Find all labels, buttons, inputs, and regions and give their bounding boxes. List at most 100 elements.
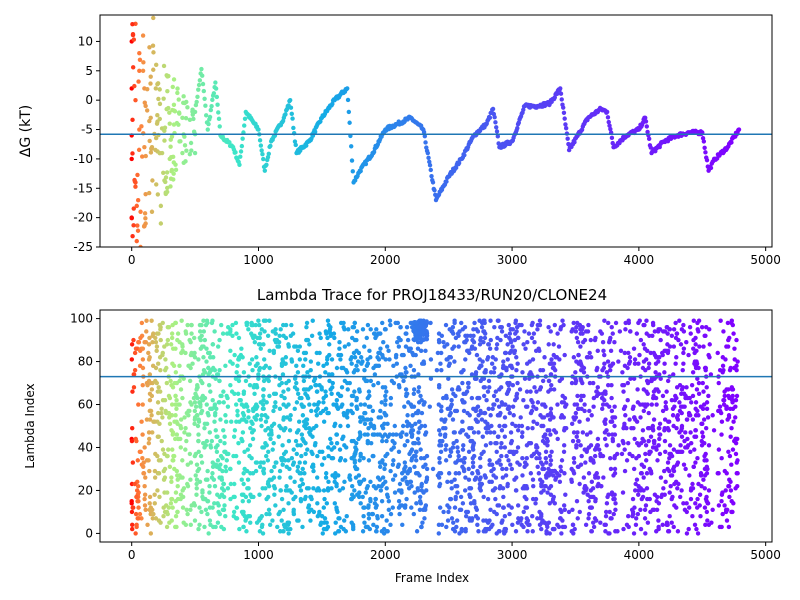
lambda-point [698,514,703,519]
lambda-point [173,320,178,326]
lambda-point [188,522,193,528]
lambda-point [694,526,699,532]
lambda-point [548,483,554,489]
lambda-point [620,370,625,375]
lambda-point [437,456,442,461]
lambda-point [223,413,228,418]
dg-point [135,228,141,233]
lambda-point [591,380,596,386]
lambda-point [137,511,143,517]
lambda-point [692,447,697,452]
lambda-point [185,483,191,489]
lambda-point [475,522,480,528]
lambda-point [160,320,165,326]
dg-point [213,86,219,91]
lambda-point [688,496,694,502]
lambda-point [339,365,344,371]
lambda-point [460,464,465,470]
lambda-point [406,486,412,491]
lambda-point [733,398,739,403]
lambda-point [150,340,155,345]
lambda-point [628,376,633,381]
lambda-point [535,516,540,521]
lambda-point [135,516,140,521]
lambda-point [496,318,501,323]
lambda-point [688,449,693,454]
dg-point [176,122,181,127]
lambda-point [155,488,160,493]
lambda-point [381,340,386,345]
lambda-point [310,462,316,467]
lambda-point [392,423,397,429]
lambda-point [287,417,293,422]
lambda-point [546,342,551,347]
lambda-point [152,492,157,497]
dg-point [238,154,243,159]
lambda-point [545,524,550,530]
lambda-point [441,509,446,515]
lambda-point [168,501,174,506]
lambda-point [354,406,360,412]
lambda-point [701,477,706,482]
lambda-point [452,430,457,435]
lambda-point [380,458,385,463]
lambda-point [526,331,532,336]
lambda-point [472,498,477,504]
lambda-point [239,477,244,482]
lambda-point [542,355,547,360]
lambda-point [157,355,163,360]
lambda-point [411,367,417,373]
lambda-point [449,486,454,491]
dg-point [171,122,177,127]
lambda-point [574,443,579,448]
lambda-point [149,413,154,418]
dg-point [444,179,449,184]
dg-point [142,223,147,228]
lambda-point [200,393,206,399]
lambda-point [519,516,524,521]
dg-point [173,167,179,173]
lambda-point [462,456,467,461]
lambda-point [249,357,255,362]
lambda-point [538,460,544,465]
lambda-point [498,445,504,450]
lambda-point [225,395,230,401]
dg-point [184,148,189,153]
lambda-point [358,432,363,437]
lambda-point [272,486,278,491]
lambda-point [482,410,487,416]
lambda-point [644,389,649,394]
dg-point [131,223,136,228]
lambda-point [490,406,495,412]
dg-point [280,118,286,124]
lambda-point [411,404,417,409]
lambda-point [583,522,589,528]
lambda-point [631,531,637,536]
lambda-point [724,471,729,476]
lambda-point [286,438,292,444]
lambda-point [454,438,459,444]
lambda-point [257,516,262,521]
lambda-point [553,477,558,482]
lambda-point [592,447,598,452]
lambda-point [612,432,618,437]
lambda-point [646,361,652,366]
lambda-point [422,423,428,429]
lambda-point [261,466,267,472]
lambda-point [241,492,246,497]
lambda-point [542,440,548,446]
lambda-point [213,410,218,416]
lambda-point [175,509,180,515]
lambda-point [245,486,250,491]
lambda-point [409,434,415,439]
lambda-point [197,329,203,334]
lambda-point [510,421,515,427]
dg-point [242,116,248,121]
lambda-point [193,404,199,409]
lambda-point [683,430,688,435]
lambda-point [604,443,609,448]
dg-point [185,105,190,110]
lambda-point [653,370,658,375]
lambda-point [523,346,528,351]
lambda-point [328,436,333,442]
